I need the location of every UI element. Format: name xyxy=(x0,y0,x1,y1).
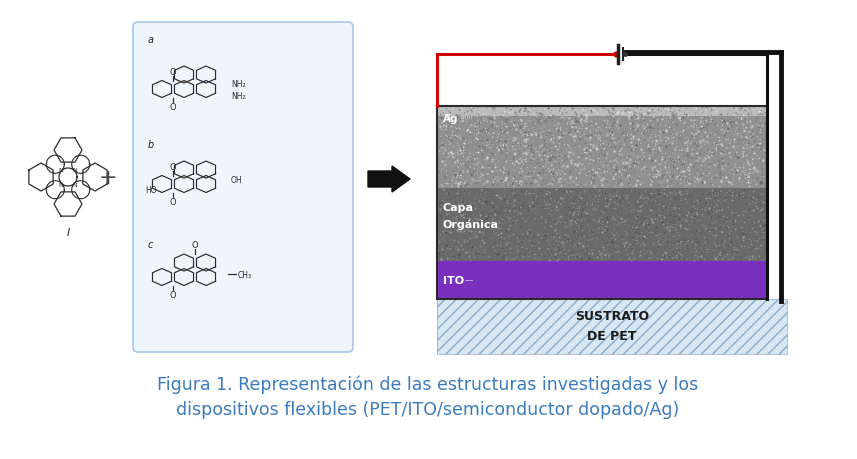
Text: O: O xyxy=(192,240,198,249)
Bar xyxy=(437,107,767,299)
Bar xyxy=(437,299,787,354)
Text: N: N xyxy=(73,182,77,187)
Text: a: a xyxy=(148,35,154,45)
Text: OH: OH xyxy=(231,176,243,185)
Text: I: I xyxy=(66,228,69,237)
Bar xyxy=(437,262,767,299)
Text: NH₂: NH₂ xyxy=(231,80,246,89)
Text: —: — xyxy=(465,276,473,285)
Text: dispositivos flexibles (PET/ITO/semiconductor dopado/Ag): dispositivos flexibles (PET/ITO/semicond… xyxy=(177,400,680,418)
Text: N: N xyxy=(58,168,63,173)
Text: NH₂: NH₂ xyxy=(231,92,246,101)
Text: O: O xyxy=(170,67,177,77)
Text: N: N xyxy=(58,182,63,187)
Text: SUSTRATO: SUSTRATO xyxy=(575,310,649,323)
Bar xyxy=(437,299,787,354)
Bar xyxy=(437,117,767,189)
FancyBboxPatch shape xyxy=(133,23,353,352)
Text: DE PET: DE PET xyxy=(587,330,637,343)
Text: Figura 1. Representación de las estructuras investigadas y los: Figura 1. Representación de las estructu… xyxy=(158,375,698,393)
Text: O: O xyxy=(170,198,177,207)
Text: Capa: Capa xyxy=(443,202,474,213)
Text: Ag: Ag xyxy=(443,114,458,124)
Text: b: b xyxy=(148,140,154,150)
Text: Orgánica: Orgánica xyxy=(443,218,499,229)
Text: c: c xyxy=(148,240,153,249)
FancyArrow shape xyxy=(368,167,410,193)
Text: thin: thin xyxy=(461,115,473,120)
Bar xyxy=(437,107,767,117)
Text: HO: HO xyxy=(146,185,157,194)
Text: O: O xyxy=(170,103,177,112)
Text: O: O xyxy=(170,162,177,171)
Text: CH₃: CH₃ xyxy=(238,270,252,280)
Text: O: O xyxy=(170,291,177,300)
Text: +: + xyxy=(99,168,117,188)
Text: N: N xyxy=(73,168,77,173)
Bar xyxy=(437,189,767,262)
Text: ITO: ITO xyxy=(443,275,464,285)
